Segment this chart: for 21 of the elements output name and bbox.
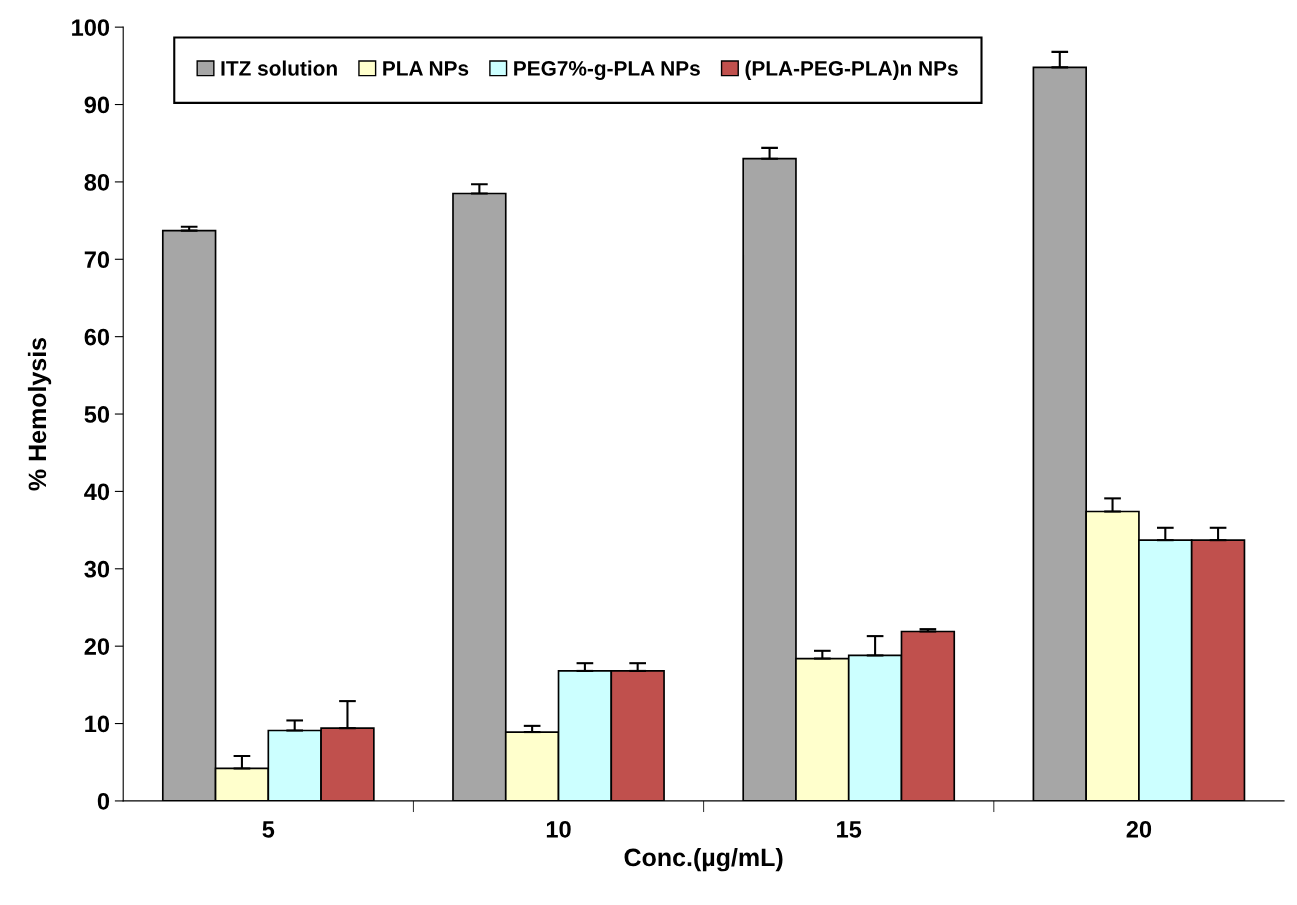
legend-label: PEG7%-g-PLA NPs [514, 61, 700, 80]
y-tick-label: 40 [84, 483, 110, 501]
legend-label: (PLA-PEG-PLA)n NPs [745, 60, 958, 80]
x-tick-label: 10 [546, 820, 571, 838]
x-axis-title: Conc.(µg/mL) [624, 847, 783, 872]
y-tick-label: 70 [84, 251, 110, 269]
y-tick-label: 100 [72, 19, 110, 36]
x-tick-label: 20 [1126, 820, 1152, 838]
y-tick-label: 50 [84, 406, 110, 423]
y-tick-label: 30 [84, 560, 110, 578]
legend-label: ITZ solution [221, 60, 337, 76]
y-tick-label: 0 [97, 792, 110, 810]
y-tick-label: 90 [84, 96, 110, 114]
y-axis-title: % Hemolysis [27, 337, 52, 491]
x-tick-label: 15 [837, 821, 862, 838]
y-tick-label: 60 [84, 328, 110, 346]
legend-label: PLA NPs [383, 61, 469, 76]
y-tick-label: 80 [84, 173, 110, 191]
x-tick-label: 5 [262, 821, 275, 838]
y-tick-label: 20 [84, 638, 110, 655]
y-tick-label: 10 [85, 715, 110, 733]
